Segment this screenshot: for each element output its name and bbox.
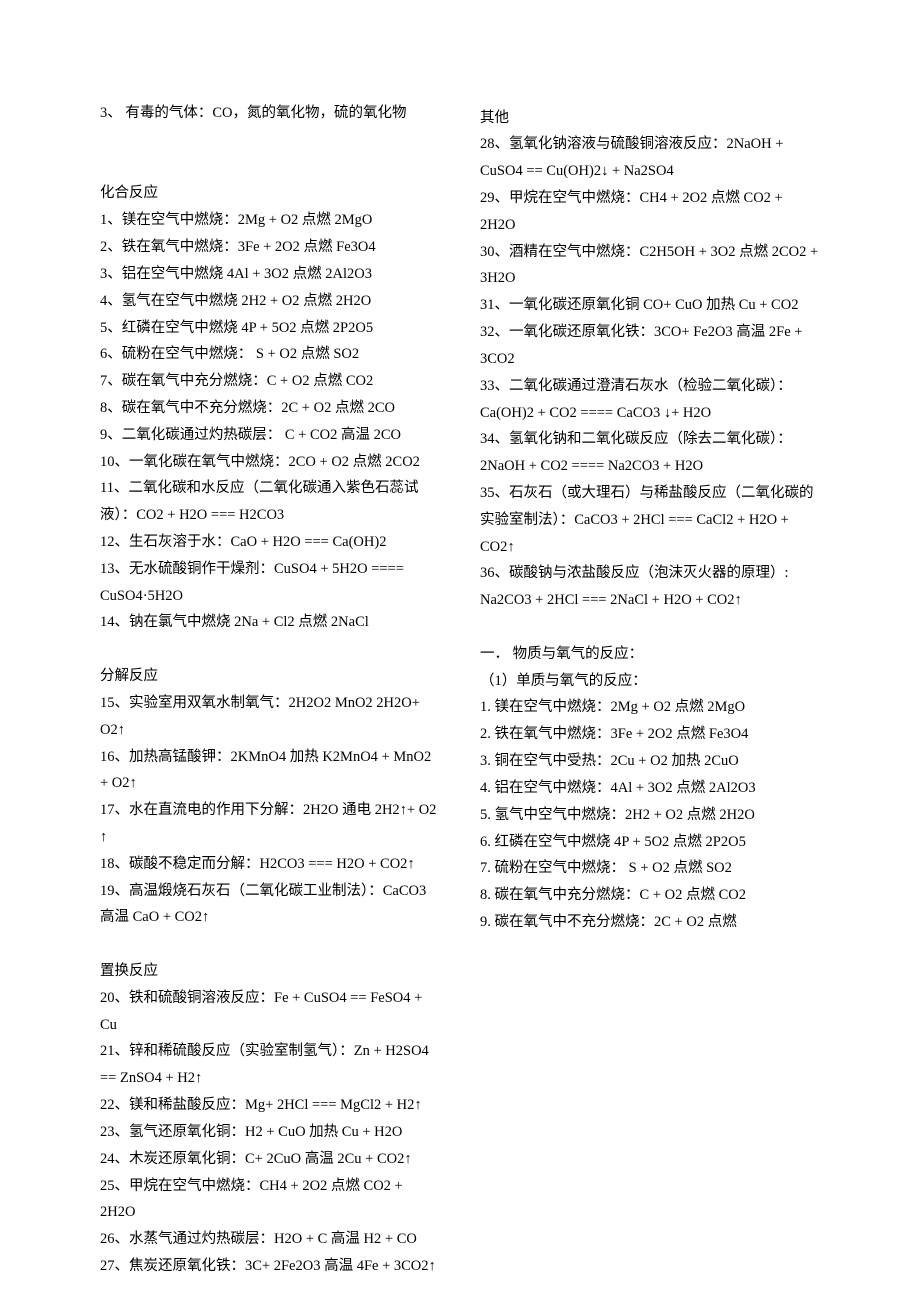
text-line: 19、高温煅烧石灰石（二氧化碳工业制法）：CaCO3 高温 CaO + CO2↑ [100, 878, 440, 932]
text-line: 9. 碳在氧气中不充分燃烧：2C + O2 点燃 [480, 909, 820, 936]
text-line: 4、氢气在空气中燃烧 2H2 + O2 点燃 2H2O [100, 288, 440, 315]
document-page: 3、 有毒的气体：CO，氮的氧化物，硫的氧化物化合反应1、镁在空气中燃烧：2Mg… [0, 0, 920, 1302]
text-line: 28、氢氧化钠溶液与硫酸铜溶液反应：2NaOH + CuSO4 == Cu(OH… [480, 131, 820, 185]
blank-line [100, 636, 440, 663]
text-line: 8. 碳在氧气中充分燃烧：C + O2 点燃 CO2 [480, 882, 820, 909]
text-line: 5、红磷在空气中燃烧 4P + 5O2 点燃 2P2O5 [100, 315, 440, 342]
text-line: 27、焦炭还原氧化铁：3C+ 2Fe2O3 高温 4Fe + 3CO2↑ [100, 1253, 440, 1280]
text-line: 一． 物质与氧气的反应： [480, 641, 820, 668]
text-line: 10、一氧化碳在氧气中燃烧：2CO + O2 点燃 2CO2 [100, 449, 440, 476]
blank-line [480, 614, 820, 641]
text-line: 20、铁和硫酸铜溶液反应：Fe + CuSO4 == FeSO4 + Cu [100, 985, 440, 1039]
text-line: 8、碳在氧气中不充分燃烧：2C + O2 点燃 2CO [100, 395, 440, 422]
text-line: （1）单质与氧气的反应： [480, 668, 820, 695]
text-line: 置换反应 [100, 958, 440, 985]
text-line: 31、一氧化碳还原氧化铜 CO+ CuO 加热 Cu + CO2 [480, 292, 820, 319]
text-line: 25、甲烷在空气中燃烧：CH4 + 2O2 点燃 CO2 + 2H2O [100, 1173, 440, 1227]
text-line: 1、镁在空气中燃烧：2Mg + O2 点燃 2MgO [100, 207, 440, 234]
text-line: 11、二氧化碳和水反应（二氧化碳通入紫色石蕊试液）：CO2 + H2O === … [100, 475, 440, 529]
blank-line [100, 127, 440, 154]
text-line: 7、碳在氧气中充分燃烧：C + O2 点燃 CO2 [100, 368, 440, 395]
text-line: 4. 铝在空气中燃烧：4Al + 3O2 点燃 2Al2O3 [480, 775, 820, 802]
text-line: 32、一氧化碳还原氧化铁：3CO+ Fe2O3 高温 2Fe + 3CO2 [480, 319, 820, 373]
text-line: 26、水蒸气通过灼热碳层：H2O + C 高温 H2 + CO [100, 1226, 440, 1253]
text-line: 3、 有毒的气体：CO，氮的氧化物，硫的氧化物 [100, 100, 440, 127]
text-line: 14、钠在氯气中燃烧 2Na + Cl2 点燃 2NaCl [100, 609, 440, 636]
text-line: 5. 氢气中空气中燃烧：2H2 + O2 点燃 2H2O [480, 802, 820, 829]
text-line: 23、氢气还原氧化铜：H2 + CuO 加热 Cu + H2O [100, 1119, 440, 1146]
text-line: 1. 镁在空气中燃烧：2Mg + O2 点燃 2MgO [480, 694, 820, 721]
text-line: 9、二氧化碳通过灼热碳层： C + CO2 高温 2CO [100, 422, 440, 449]
text-line: 17、水在直流电的作用下分解：2H2O 通电 2H2↑+ O2 ↑ [100, 797, 440, 851]
text-line: 6、硫粉在空气中燃烧： S + O2 点燃 SO2 [100, 341, 440, 368]
blank-line [100, 931, 440, 958]
text-line: 30、酒精在空气中燃烧：C2H5OH + 3O2 点燃 2CO2 + 3H2O [480, 239, 820, 293]
blank-line [100, 154, 440, 181]
text-line: 15、实验室用双氧水制氧气：2H2O2 MnO2 2H2O+ O2↑ [100, 690, 440, 744]
text-line: 34、氢氧化钠和二氧化碳反应（除去二氧化碳）：2NaOH + CO2 ==== … [480, 426, 820, 480]
text-line: 化合反应 [100, 180, 440, 207]
text-line: 7. 硫粉在空气中燃烧： S + O2 点燃 SO2 [480, 855, 820, 882]
text-line: 35、石灰石（或大理石）与稀盐酸反应（二氧化碳的实验室制法）：CaCO3 + 2… [480, 480, 820, 560]
text-line: 29、甲烷在空气中燃烧：CH4 + 2O2 点燃 CO2 + 2H2O [480, 185, 820, 239]
text-line: 24、木炭还原氧化铜：C+ 2CuO 高温 2Cu + CO2↑ [100, 1146, 440, 1173]
text-line: 3、铝在空气中燃烧 4Al + 3O2 点燃 2Al2O3 [100, 261, 440, 288]
text-line: 6. 红磷在空气中燃烧 4P + 5O2 点燃 2P2O5 [480, 829, 820, 856]
text-line: 16、加热高锰酸钾：2KMnO4 加热 K2MnO4 + MnO2 + O2↑ [100, 744, 440, 798]
text-line: 13、无水硫酸铜作干燥剂：CuSO4 + 5H2O ==== CuSO4·5H2… [100, 556, 440, 610]
text-line: 其他 [480, 105, 820, 132]
text-line: 12、生石灰溶于水：CaO + H2O === Ca(OH)2 [100, 529, 440, 556]
text-line: 分解反应 [100, 663, 440, 690]
text-line: 36、碳酸钠与浓盐酸反应（泡沫灭火器的原理）: Na2CO3 + 2HCl ==… [480, 560, 820, 614]
text-line: 2、铁在氧气中燃烧：3Fe + 2O2 点燃 Fe3O4 [100, 234, 440, 261]
text-line: 21、锌和稀硫酸反应（实验室制氢气）：Zn + H2SO4 == ZnSO4 +… [100, 1038, 440, 1092]
text-line: 33、二氧化碳通过澄清石灰水（检验二氧化碳）：Ca(OH)2 + CO2 ===… [480, 373, 820, 427]
text-line: 2. 铁在氧气中燃烧：3Fe + 2O2 点燃 Fe3O4 [480, 721, 820, 748]
text-line: 3. 铜在空气中受热：2Cu + O2 加热 2CuO [480, 748, 820, 775]
text-line: 22、镁和稀盐酸反应：Mg+ 2HCl === MgCl2 + H2↑ [100, 1092, 440, 1119]
text-line: 18、碳酸不稳定而分解：H2CO3 === H2O + CO2↑ [100, 851, 440, 878]
